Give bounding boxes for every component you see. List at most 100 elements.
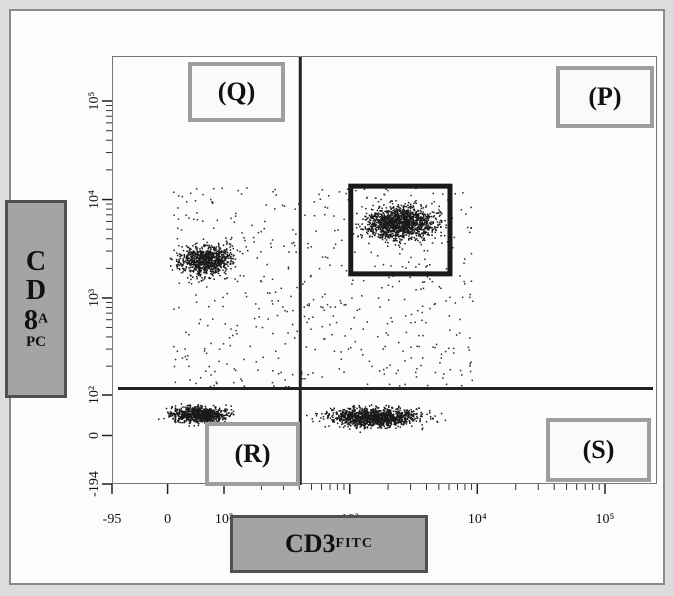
event-dot [441, 220, 443, 222]
event-dot [409, 212, 412, 214]
event-dot [427, 229, 429, 231]
event-dot [371, 415, 374, 418]
event-dot [205, 412, 208, 414]
event-dot [390, 211, 393, 213]
event-dot [404, 228, 406, 230]
event-dot [386, 427, 388, 430]
event-dot [316, 413, 318, 415]
event-dot [384, 241, 387, 243]
event-dot [381, 421, 383, 424]
event-dot [395, 215, 397, 217]
event-dot [459, 318, 461, 321]
event-dot [364, 427, 366, 429]
event-dot [213, 255, 215, 257]
event-dot [387, 227, 389, 229]
event-dot [386, 416, 388, 419]
event-dot [225, 237, 227, 239]
event-dot [198, 265, 201, 268]
event-dot [225, 249, 227, 251]
event-dot [377, 215, 379, 217]
event-dot [397, 215, 400, 217]
event-dot [415, 233, 417, 235]
event-dot [407, 215, 410, 217]
event-dot [382, 217, 385, 220]
event-dot [421, 415, 423, 418]
event-dot [193, 415, 196, 418]
event-dot [423, 281, 426, 283]
event-dot [176, 412, 178, 414]
event-dot [277, 357, 280, 359]
event-dot [416, 232, 419, 234]
event-dot [338, 417, 341, 419]
event-dot [392, 420, 394, 422]
event-dot [447, 347, 450, 350]
event-dot [209, 418, 211, 420]
event-dot [391, 414, 394, 416]
event-dot [189, 270, 192, 273]
event-dot [363, 421, 365, 424]
event-dot [324, 293, 326, 295]
event-dot [219, 247, 222, 250]
event-dot [175, 264, 178, 266]
event-dot [463, 280, 465, 283]
event-dot [174, 416, 177, 418]
event-dot [220, 266, 222, 268]
event-dot [271, 381, 274, 384]
event-dot [191, 417, 193, 419]
event-dot [383, 419, 386, 422]
event-dot [400, 215, 403, 218]
event-dot [382, 420, 384, 422]
event-dot [343, 371, 345, 373]
event-dot [212, 274, 214, 277]
event-dot [190, 261, 193, 264]
event-dot [192, 271, 195, 273]
event-dot [218, 268, 220, 270]
event-dot [321, 256, 324, 258]
event-dot [362, 413, 364, 415]
event-dot [400, 421, 402, 423]
event-dot [387, 234, 390, 236]
event-dot [401, 412, 404, 414]
event-dot [390, 221, 392, 223]
event-dot [218, 420, 220, 423]
event-dot [369, 217, 372, 219]
event-dot [370, 216, 373, 219]
event-dot [352, 421, 355, 423]
event-dot [403, 220, 405, 222]
event-dot [340, 264, 343, 267]
event-dot [397, 225, 400, 227]
event-dot [382, 226, 384, 229]
event-dot [198, 409, 201, 411]
event-dot [414, 221, 416, 223]
event-dot [174, 419, 176, 422]
event-dot [362, 218, 364, 220]
event-dot [376, 216, 379, 218]
event-dot [378, 415, 381, 417]
event-dot [184, 414, 187, 417]
event-dot [375, 410, 377, 412]
event-dot [440, 412, 443, 415]
event-dot [211, 268, 213, 270]
event-dot [385, 222, 387, 224]
event-dot [230, 405, 232, 407]
event-dot [426, 384, 429, 387]
event-dot [374, 265, 376, 268]
event-dot [381, 287, 383, 289]
event-dot [372, 229, 375, 231]
event-dot [192, 264, 195, 266]
event-dot [196, 265, 198, 267]
event-dot [215, 406, 217, 408]
event-dot [206, 264, 209, 266]
event-dot [211, 246, 214, 248]
event-dot [362, 354, 364, 356]
event-dot [387, 417, 390, 419]
event-dot [339, 426, 341, 428]
event-dot [416, 412, 418, 415]
event-dot [409, 209, 411, 212]
event-dot [188, 257, 191, 260]
event-dot [436, 420, 438, 423]
event-dot [400, 226, 402, 228]
event-dot [383, 214, 385, 216]
event-dot [280, 287, 282, 290]
event-dot [386, 229, 388, 232]
